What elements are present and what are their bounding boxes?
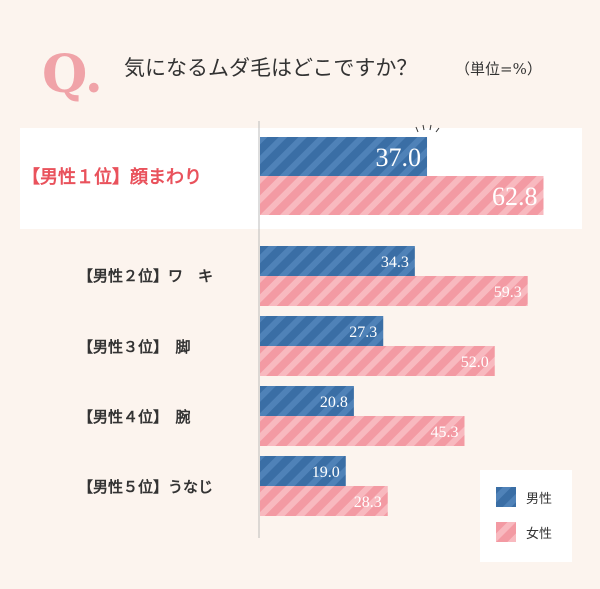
bar-male-3: [260, 316, 384, 346]
category-label-1: 【男性１位】顔まわり: [22, 166, 202, 188]
value-label-male-2: 34.3: [381, 254, 409, 271]
bars-group: 37.0 62.8 34.3 59.3 27.3 52.0 20.8 45.3 19.0 28.3: [260, 137, 544, 516]
value-label-male-1: 37.0: [376, 143, 422, 172]
legend-swatch-female: [496, 522, 516, 542]
value-label-male-5: 19.0: [312, 464, 340, 481]
category-label-5: 【男性５位】うなじ: [78, 478, 213, 496]
unit-label: （単位=%）: [455, 60, 542, 78]
bar-male-4: [260, 386, 354, 416]
value-label-male-3: 27.3: [349, 324, 377, 341]
category-labels: 【男性１位】顔まわり【男性２位】ワ キ【男性３位】 脚【男性４位】 腕【男性５位…: [22, 166, 213, 496]
legend-label-male: 男性: [526, 492, 552, 507]
bar-male-1: [260, 137, 428, 176]
value-label-female-5: 28.3: [354, 494, 382, 511]
value-label-male-4: 20.8: [320, 394, 348, 411]
legend-label-female: 女性: [526, 526, 552, 542]
legend-swatch-male: [496, 487, 516, 507]
legend-box: [480, 470, 572, 562]
category-label-2: 【男性２位】ワ キ: [78, 267, 213, 285]
bar-male-5: [260, 456, 346, 486]
bar-female-1: [260, 176, 544, 215]
bar-female-5: [260, 486, 388, 516]
bar-male-2: [260, 246, 415, 276]
value-label-female-3: 52.0: [461, 354, 489, 371]
bar-female-3: [260, 346, 495, 376]
category-label-4: 【男性４位】 腕: [78, 408, 191, 426]
bar-female-2: [260, 276, 528, 306]
category-label-3: 【男性３位】 脚: [78, 338, 191, 356]
value-label-female-1: 62.8: [492, 182, 538, 211]
sparkle-icon: [415, 124, 440, 133]
legend: 男性 女性: [480, 470, 572, 562]
q-mark: Q.: [42, 44, 103, 105]
chart-title: 気になるムダ毛はどこですか？: [124, 56, 417, 80]
bar-female-4: [260, 416, 465, 446]
value-label-female-4: 45.3: [430, 424, 458, 441]
value-label-female-2: 59.3: [494, 284, 522, 301]
chart-header: Q. 気になるムダ毛はどこですか？ （単位=%）: [42, 44, 542, 105]
